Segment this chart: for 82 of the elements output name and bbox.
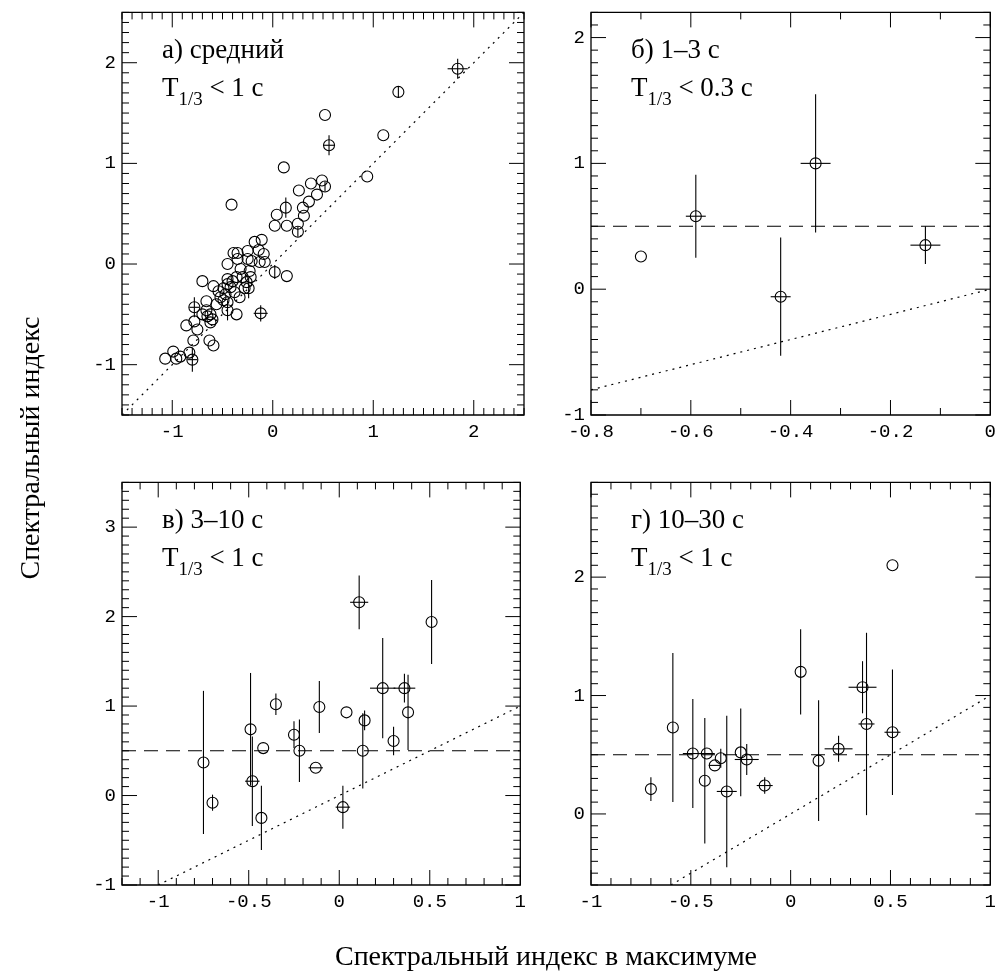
x-axis-title: Спектральный индекс в максимуме <box>334 940 758 972</box>
point <box>313 700 326 714</box>
point <box>244 723 257 736</box>
point <box>794 665 807 678</box>
point <box>398 682 411 695</box>
y-tick-label: 1 <box>104 695 116 718</box>
x-tick-label: -0.4 <box>767 421 814 444</box>
annotation: а) средний <box>162 34 284 65</box>
point <box>832 742 845 755</box>
point <box>402 706 415 719</box>
point <box>287 728 301 741</box>
point <box>197 756 210 769</box>
y-tick-label: 2 <box>573 26 585 49</box>
y-axis-title: Спектральный индекс <box>14 316 46 580</box>
y-tick-label: 0 <box>573 278 585 301</box>
y-tick-label: -1 <box>93 353 116 376</box>
point <box>269 698 282 711</box>
x-tick-label: -0.2 <box>867 421 914 444</box>
y-tick-label: 2 <box>573 566 585 589</box>
point <box>740 753 753 766</box>
y-tick-label: 1 <box>104 152 116 175</box>
point <box>356 744 369 757</box>
point <box>246 775 259 788</box>
x-tick-label: 0 <box>267 421 279 444</box>
y-tick-label: 3 <box>104 516 116 539</box>
point <box>336 801 349 814</box>
y-tick-label: 0 <box>573 802 585 825</box>
x-tick-label: 1 <box>367 421 379 444</box>
point <box>257 742 270 755</box>
point <box>720 785 733 798</box>
point <box>340 706 353 719</box>
point <box>689 210 702 223</box>
x-tick-label: 1 <box>984 891 996 914</box>
x-tick-label: -0.5 <box>668 891 714 914</box>
point <box>644 783 657 796</box>
point <box>309 761 322 774</box>
x-tick-label: 0 <box>333 891 345 914</box>
point <box>774 290 787 303</box>
x-tick-label: -0.5 <box>225 891 272 914</box>
point <box>686 747 699 760</box>
point <box>886 559 899 572</box>
point <box>206 796 219 809</box>
x-tick-label: -1 <box>160 421 184 444</box>
point <box>425 615 438 629</box>
point <box>293 744 306 757</box>
x-tick-label: 0.5 <box>412 891 447 914</box>
annotation: г) 10–30 с <box>631 504 745 535</box>
point <box>809 157 822 170</box>
x-tick-label: 2 <box>468 421 480 444</box>
point <box>860 717 873 731</box>
x-tick-label: 0.5 <box>873 891 908 914</box>
point <box>666 721 679 734</box>
point <box>886 726 899 739</box>
y-tick-label: 1 <box>573 684 585 707</box>
x-tick-label: -1 <box>146 891 170 914</box>
point <box>376 682 389 695</box>
point <box>634 250 647 263</box>
y-tick-label: 0 <box>104 784 116 807</box>
point <box>353 596 366 609</box>
y-tick-label: 2 <box>104 605 116 628</box>
point <box>255 811 268 824</box>
point <box>698 774 711 787</box>
point <box>387 734 400 748</box>
point <box>358 714 371 727</box>
y-tick-label: -1 <box>93 874 116 897</box>
point <box>812 754 825 767</box>
point <box>714 752 727 765</box>
y-tick-label: 1 <box>573 152 585 175</box>
x-tick-label: 0 <box>984 421 996 444</box>
annotation: б) 1–3 с <box>631 34 720 65</box>
point <box>919 239 932 252</box>
point <box>734 746 747 759</box>
point <box>758 779 771 792</box>
point <box>856 681 869 694</box>
y-tick-label: 2 <box>104 51 116 74</box>
x-tick-label: 0 <box>784 891 797 914</box>
x-tick-label: -0.6 <box>668 421 714 444</box>
y-tick-label: 0 <box>104 253 116 276</box>
x-tick-label: 1 <box>514 891 526 914</box>
point <box>700 747 713 760</box>
x-tick-label: -0.8 <box>568 421 614 444</box>
annotation: в) 3–10 с <box>162 504 264 535</box>
